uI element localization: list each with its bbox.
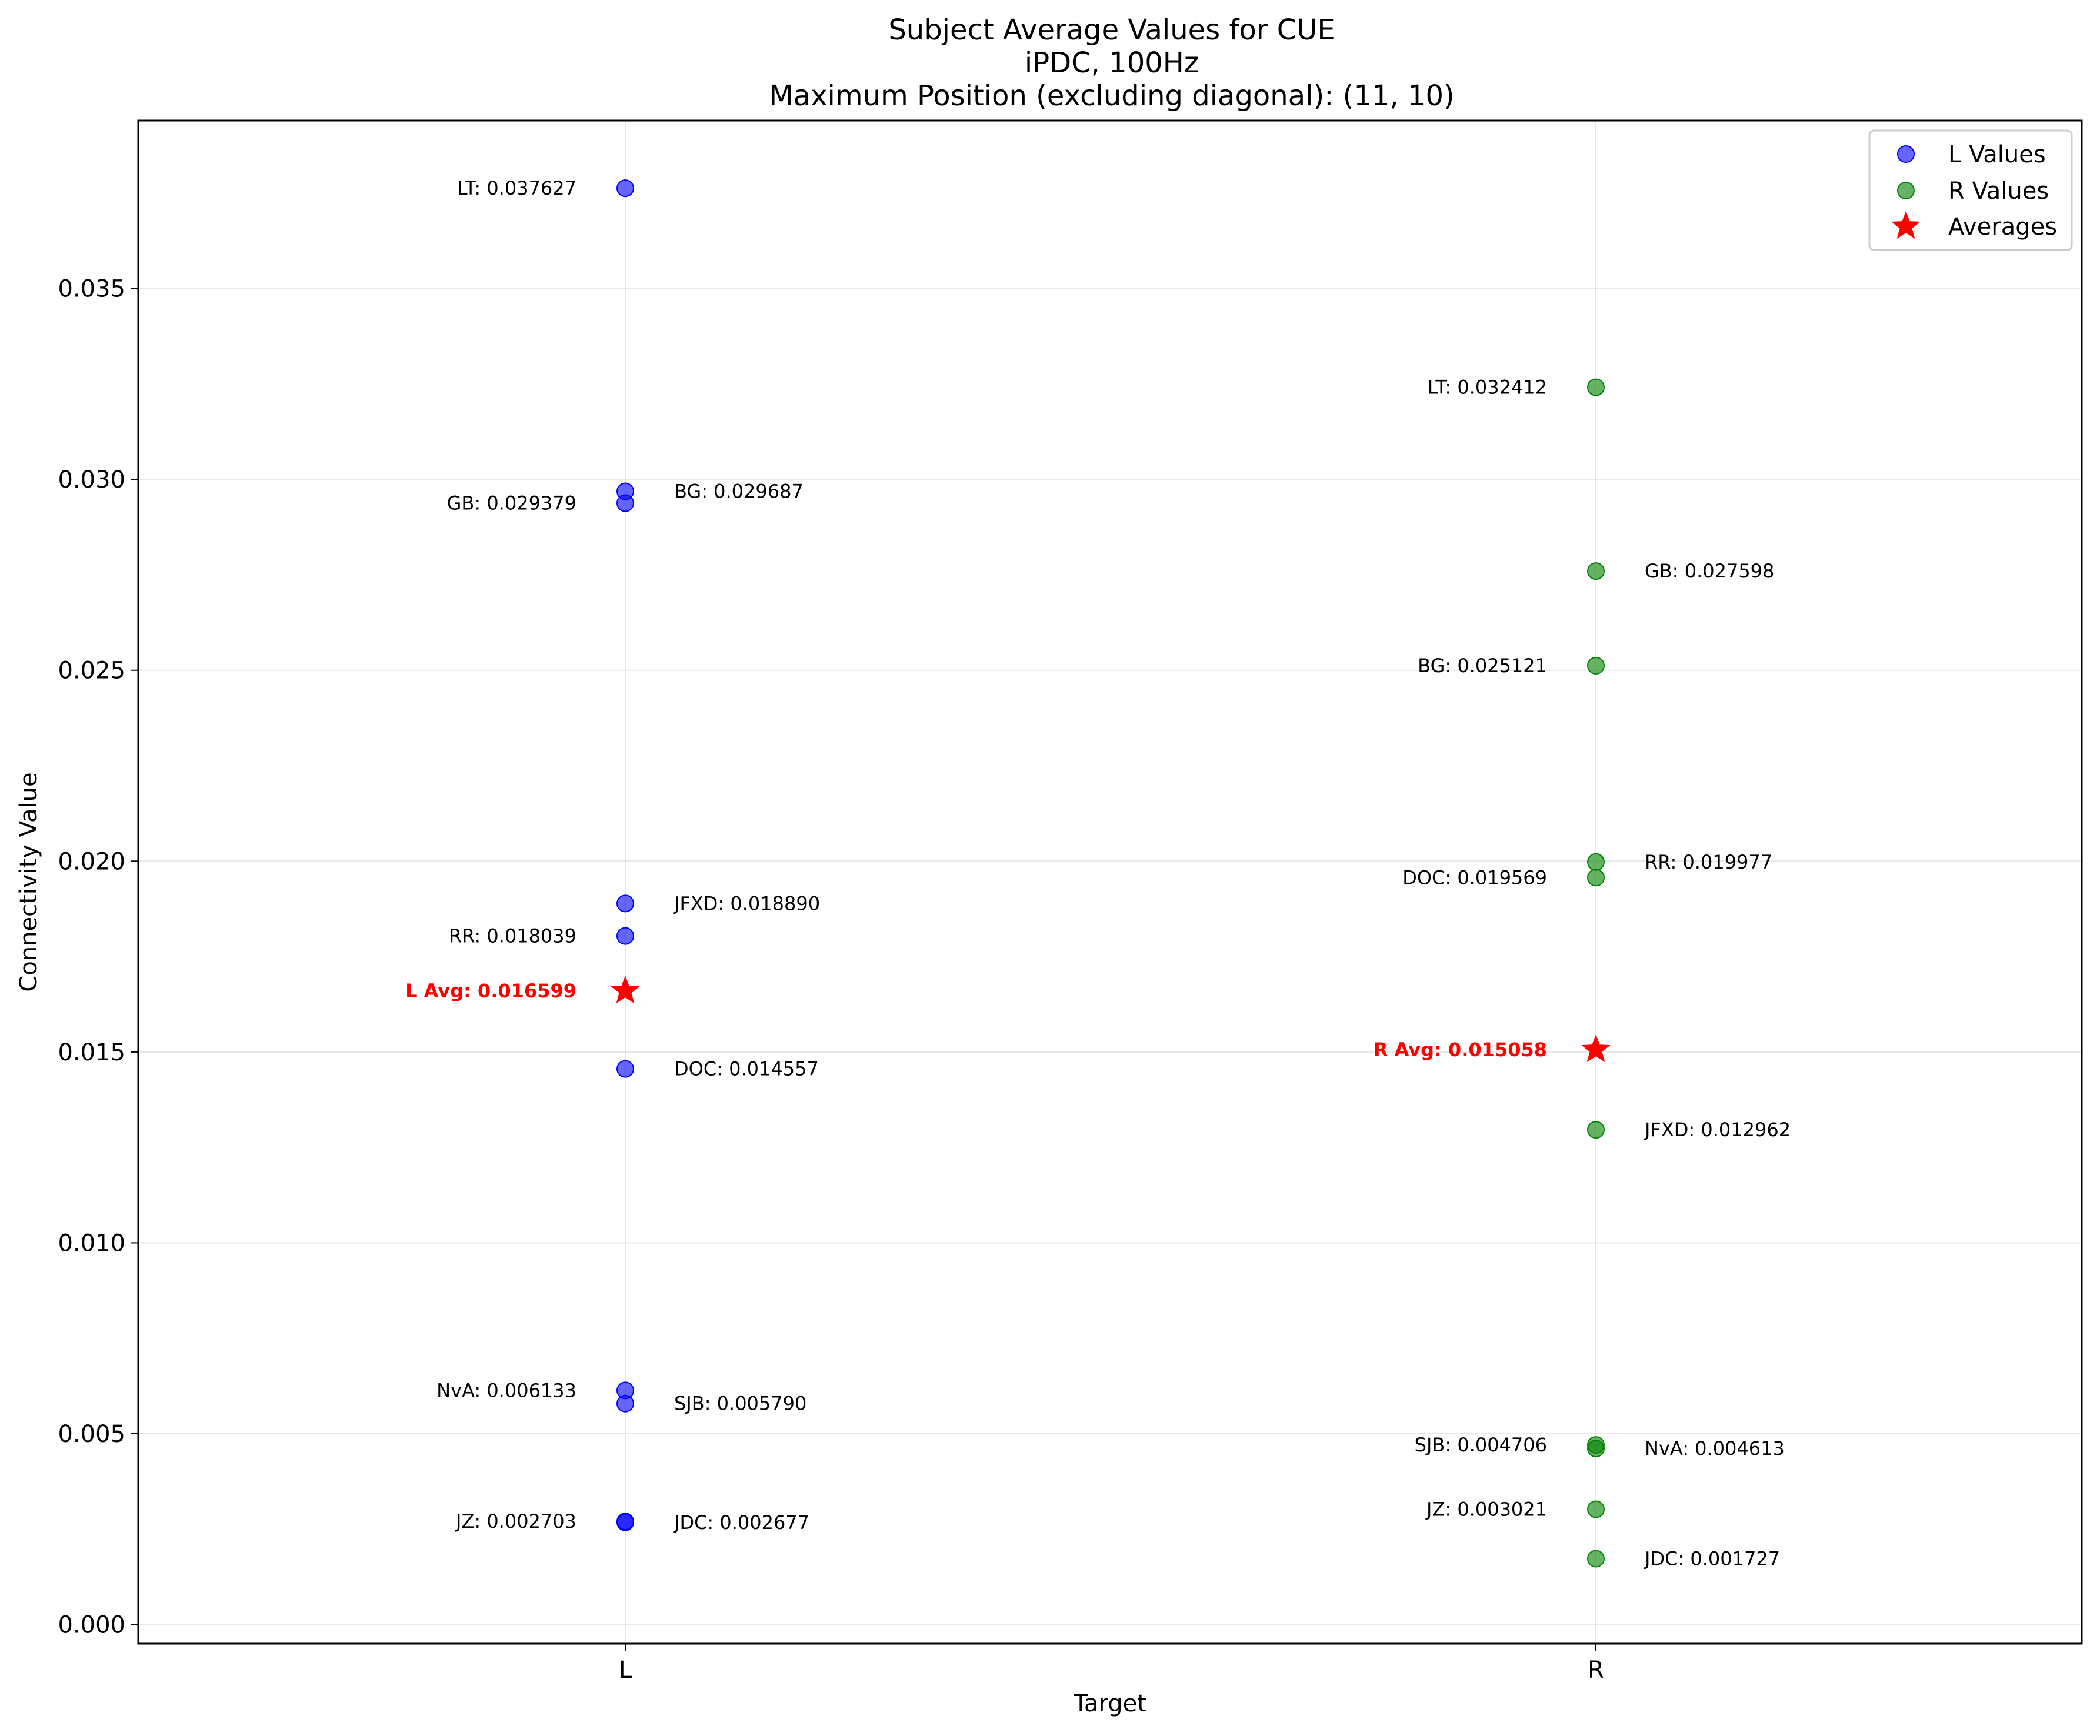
- y-tick-label: 0.020: [58, 848, 125, 875]
- point-labels: LT: 0.037627 BG: 0.029687 GB: 0.029379 JFXD…: [405, 177, 1791, 1570]
- point-label-l-sjb: SJB: 0.005790: [674, 1393, 806, 1415]
- legend-box: [1868, 129, 2073, 251]
- y-axis-label: Connectivity Value: [15, 772, 42, 991]
- point-label-l-jdc: JDC: 0.002677: [673, 1511, 809, 1534]
- point-label-r-jz: JZ: 0.003021: [1425, 1498, 1547, 1520]
- data-point-r-bg: [1587, 656, 1605, 675]
- data-point-l-doc: [616, 1060, 634, 1078]
- x-tick-label: R: [1588, 1657, 1604, 1684]
- point-label-r-jfxd: JFXD: 0.012962: [1644, 1119, 1791, 1141]
- point-label-r-lt: LT: 0.032412: [1428, 376, 1547, 399]
- y-tick-label: 0.000: [58, 1612, 125, 1639]
- average-label-r: R Avg: 0.015058: [1374, 1039, 1547, 1061]
- legend-label-l-values: L Values: [1948, 141, 2046, 168]
- x-tick-label: L: [619, 1657, 632, 1684]
- axis-ticks: 0.000 0.005 0.010 0.015 0.020 0.025 0.030 0.035…: [58, 276, 1604, 1684]
- point-label-r-gb: GB: 0.027598: [1645, 560, 1774, 582]
- point-label-l-jz: JZ: 0.002703: [455, 1510, 576, 1533]
- average-marker-l: [611, 976, 640, 1004]
- data-point-r-gb: [1587, 562, 1605, 580]
- point-label-r-sjb: SJB: 0.004706: [1415, 1434, 1547, 1456]
- data-point-l-lt: [616, 179, 634, 198]
- y-tick-label: 0.035: [58, 276, 125, 303]
- point-label-r-doc: DOC: 0.019569: [1402, 866, 1547, 889]
- data-point-r-lt: [1587, 378, 1605, 396]
- point-label-l-rr: RR: 0.018039: [449, 925, 576, 947]
- data-point-l-jdc: [616, 1513, 634, 1531]
- data-point-r-nva: [1587, 1440, 1605, 1458]
- legend-label-averages: Averages: [1948, 213, 2057, 241]
- data-point-l-sjb: [616, 1394, 634, 1413]
- y-tick-label: 0.005: [58, 1421, 125, 1448]
- point-label-l-bg: BG: 0.029687: [674, 480, 804, 502]
- plot-area-frame: [137, 119, 2083, 1645]
- y-tick-label: 0.025: [58, 657, 125, 685]
- chart-title-line-2: iPDC, 100Hz: [1025, 46, 1199, 79]
- data-point-l-jfxd: [616, 894, 634, 913]
- data-point-r-doc: [1587, 869, 1605, 887]
- average-label-l: L Avg: 0.016599: [405, 980, 576, 1002]
- average-marker-r: [1581, 1034, 1611, 1063]
- point-label-r-jdc: JDC: 0.001727: [1644, 1547, 1780, 1570]
- chart-title-line-1: Subject Average Values for CUE: [888, 14, 1335, 46]
- point-label-l-lt: LT: 0.037627: [457, 177, 576, 199]
- data-point-l-rr: [616, 927, 634, 945]
- y-tick-label: 0.015: [58, 1039, 125, 1066]
- point-label-l-nva: NvA: 0.006133: [436, 1379, 576, 1401]
- data-point-l-gb: [616, 494, 634, 512]
- x-axis-label: Target: [1073, 1690, 1146, 1717]
- legend: L Values R Values Averages: [1868, 129, 2073, 251]
- data-point-r-rr: [1587, 853, 1605, 871]
- grid: [138, 121, 2082, 1644]
- data-point-r-jfxd: [1587, 1121, 1605, 1139]
- data-points: [611, 179, 1611, 1568]
- point-label-r-nva: NvA: 0.004613: [1645, 1437, 1785, 1460]
- data-point-r-jz: [1587, 1500, 1605, 1518]
- point-label-r-bg: BG: 0.025121: [1418, 655, 1547, 677]
- legend-marker-l-values: [1897, 145, 1915, 163]
- y-tick-label: 0.010: [58, 1230, 125, 1257]
- point-label-l-gb: GB: 0.029379: [447, 492, 576, 514]
- point-label-l-doc: DOC: 0.014557: [674, 1058, 819, 1080]
- chart-title-line-3: Maximum Position (excluding diagonal): (…: [769, 79, 1455, 112]
- data-point-r-jdc: [1587, 1550, 1605, 1568]
- legend-label-r-values: R Values: [1948, 178, 2049, 205]
- point-label-r-rr: RR: 0.019977: [1645, 851, 1772, 873]
- point-label-l-jfxd: JFXD: 0.018890: [673, 892, 820, 914]
- legend-marker-averages: [1891, 211, 1921, 239]
- legend-marker-r-values: [1897, 182, 1915, 199]
- y-tick-label: 0.030: [58, 466, 125, 493]
